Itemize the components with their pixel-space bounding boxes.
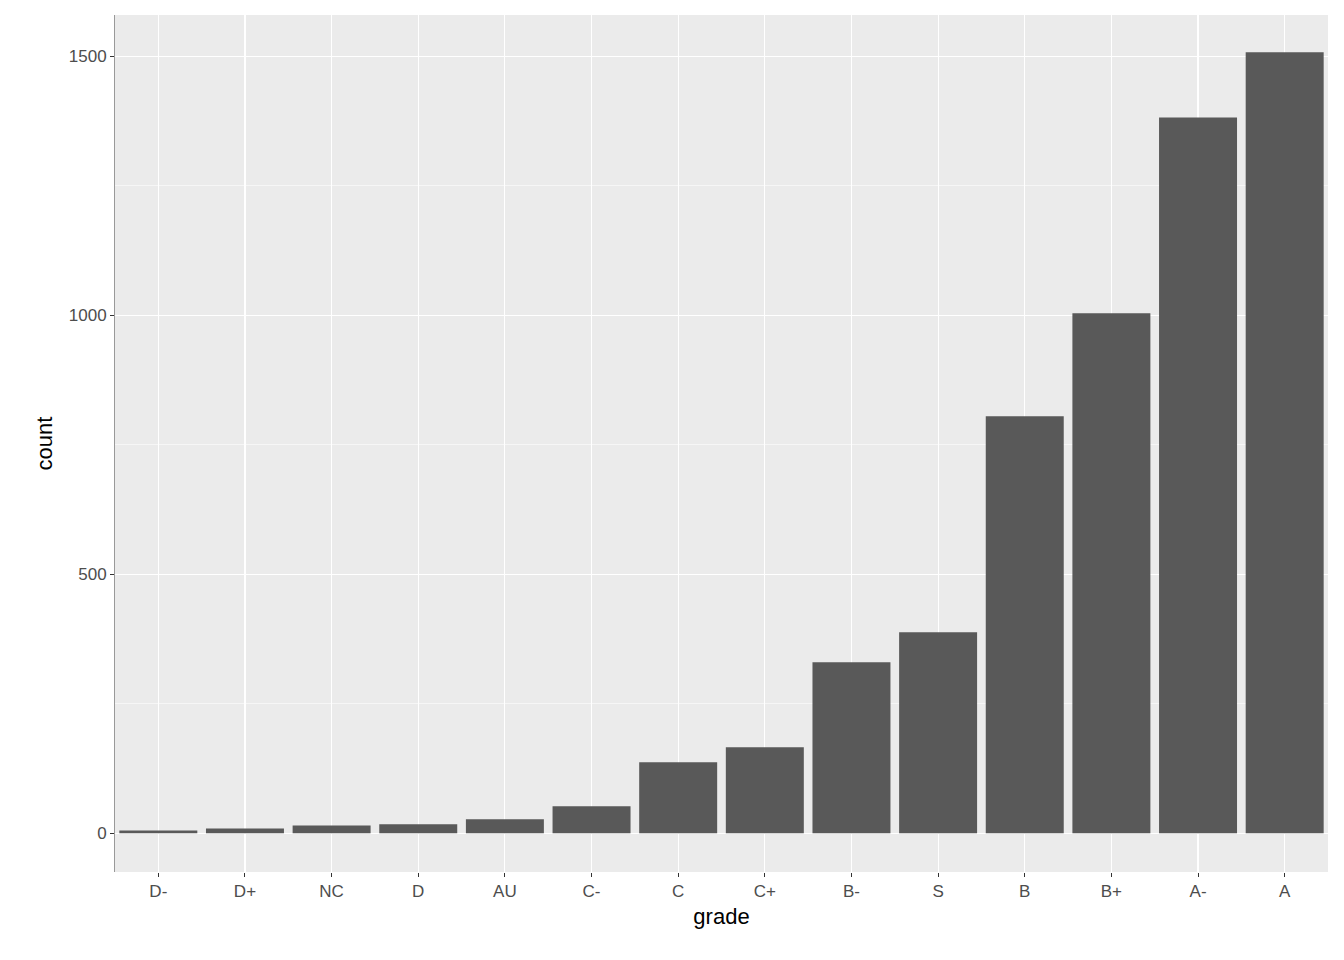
svg-text:NC: NC [319,882,344,901]
svg-text:500: 500 [78,565,106,584]
svg-text:C-: C- [583,882,601,901]
svg-text:D: D [412,882,424,901]
svg-text:B: B [1019,882,1030,901]
svg-text:D+: D+ [234,882,256,901]
svg-text:grade: grade [693,904,749,929]
svg-text:S: S [932,882,943,901]
svg-text:B-: B- [843,882,860,901]
svg-text:D-: D- [149,882,167,901]
svg-text:C: C [672,882,684,901]
svg-text:1000: 1000 [69,306,107,325]
svg-text:B+: B+ [1101,882,1122,901]
svg-text:C+: C+ [754,882,776,901]
svg-text:count: count [32,417,57,471]
svg-text:1500: 1500 [69,47,107,66]
svg-text:A-: A- [1190,882,1207,901]
svg-text:A: A [1279,882,1291,901]
svg-text:AU: AU [493,882,517,901]
svg-text:0: 0 [97,824,106,843]
